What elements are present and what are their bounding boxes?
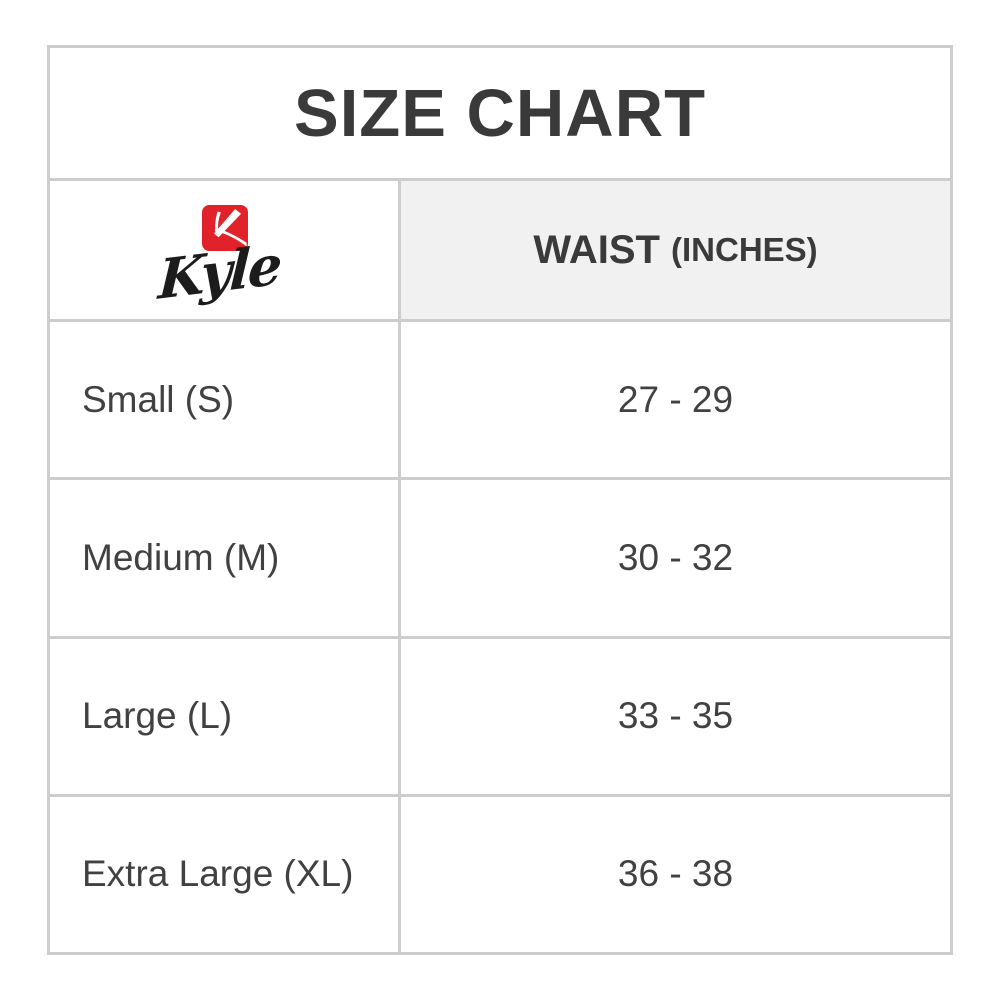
waist-header-unit: (INCHES) (671, 231, 818, 268)
size-label: Small (S) (50, 322, 401, 478)
brand-name: Kyle (156, 232, 282, 312)
title-row: SIZE CHART (50, 48, 950, 181)
size-label: Medium (M) (50, 480, 401, 636)
waist-value: 36 - 38 (617, 853, 734, 895)
table-row-small: Small (S) 27 - 29 (50, 322, 950, 481)
table-row-large: Large (L) 33 - 35 (50, 638, 950, 797)
waist-header-label: WAIST (533, 227, 660, 272)
waist-value: 30 - 32 (617, 536, 734, 578)
waist-header-cell: WAIST (INCHES) (401, 181, 950, 319)
kyle-k-monogram-icon (201, 205, 248, 251)
size-label: Large (L) (50, 638, 401, 794)
brand-logo: Kyle (156, 205, 282, 312)
waist-value: 27 - 29 (617, 378, 734, 420)
waist-value: 33 - 35 (617, 695, 734, 737)
table-row-extra-large: Extra Large (XL) 36 - 38 (50, 796, 950, 952)
size-label: Extra Large (XL) (50, 796, 401, 952)
table-row-medium: Medium (M) 30 - 32 (50, 480, 950, 639)
brand-cell: Kyle (50, 181, 401, 319)
size-chart-table: SIZE CHART Kyle WAIST (INCHES) (47, 45, 953, 955)
page-title: SIZE CHART (294, 75, 706, 151)
table-header-row: Kyle WAIST (INCHES) (50, 181, 950, 322)
